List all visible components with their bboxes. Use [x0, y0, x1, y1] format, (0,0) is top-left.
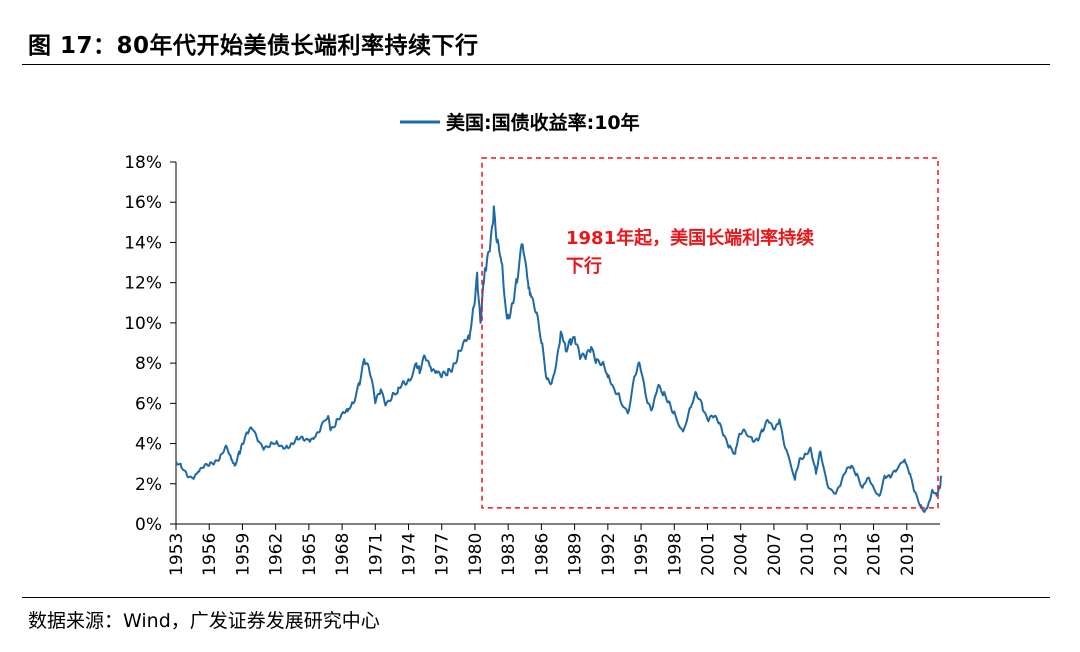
y-tick-label: 0%: [135, 515, 162, 535]
x-tick-label: 1968: [333, 533, 353, 576]
x-tick-label: 1974: [400, 533, 420, 576]
legend: 美国:国债收益率:10年: [400, 111, 640, 134]
x-tick-label: 1995: [632, 533, 652, 576]
line-chart: 美国:国债收益率:10年 0% 2% 4% 6% 8% 10% 12% 14% 16% 18% 1…: [124, 111, 943, 576]
y-tick-label: 14%: [124, 233, 162, 253]
y-tick-label: 10%: [124, 314, 162, 334]
x-tick-label: 2001: [698, 533, 718, 576]
annotation-text-rest: 年起，美国长端利率持续: [616, 227, 814, 249]
x-tick-label: 2004: [732, 533, 752, 576]
x-tick-label: 1959: [233, 533, 253, 576]
legend-label: 美国:国债收益率:10年: [446, 111, 640, 134]
series-line-us-10y: [175, 205, 943, 513]
x-tick-label: 1977: [433, 533, 453, 576]
annotation-year: 1981: [566, 228, 616, 249]
figure-title: 图 17：80年代开始美债长端利率持续下行: [28, 33, 479, 59]
x-tick-label: 1965: [300, 533, 320, 576]
x-tick-label: 2019: [898, 533, 918, 576]
y-tick-label: 12%: [124, 274, 162, 294]
x-tick-label: 1980: [466, 533, 486, 576]
annotation-dashed-box: [481, 157, 939, 509]
y-tick-label: 6%: [135, 394, 162, 414]
y-tick-label: 16%: [124, 193, 162, 213]
y-tick-label: 8%: [135, 354, 162, 374]
x-tick-label: 1962: [267, 533, 287, 576]
x-tick-label: 1998: [665, 533, 685, 576]
x-tick-label: 2013: [831, 533, 851, 576]
x-tick-label: 1986: [532, 533, 552, 576]
source-note: 数据来源：Wind，广发证券发展研究中心: [28, 610, 380, 632]
top-rule: [22, 64, 1050, 65]
x-axis: 1953 1956 1959 1962 1965 1968 1971 1974 1977 1980…: [167, 523, 940, 576]
y-tick-label: 18%: [124, 153, 162, 173]
x-tick-label: 2016: [865, 533, 885, 576]
y-tick-label: 4%: [135, 435, 162, 455]
y-axis: 0% 2% 4% 6% 8% 10% 12% 14% 16% 18%: [124, 153, 177, 535]
annotation-text-line2: 下行: [566, 255, 602, 277]
x-tick-label: 1956: [200, 533, 220, 576]
x-tick-label: 2010: [798, 533, 818, 576]
y-tick-label: 2%: [135, 475, 162, 495]
x-tick-label: 1983: [499, 533, 519, 576]
annotation-text-line1: 1981年起，美国长端利率持续: [566, 227, 814, 249]
bottom-rule: [22, 597, 1050, 598]
x-tick-label: 1989: [566, 533, 586, 576]
x-tick-label: 1953: [167, 533, 187, 576]
x-tick-label: 1992: [599, 533, 619, 576]
x-tick-label: 2007: [765, 533, 785, 576]
x-tick-label: 1971: [366, 533, 386, 576]
